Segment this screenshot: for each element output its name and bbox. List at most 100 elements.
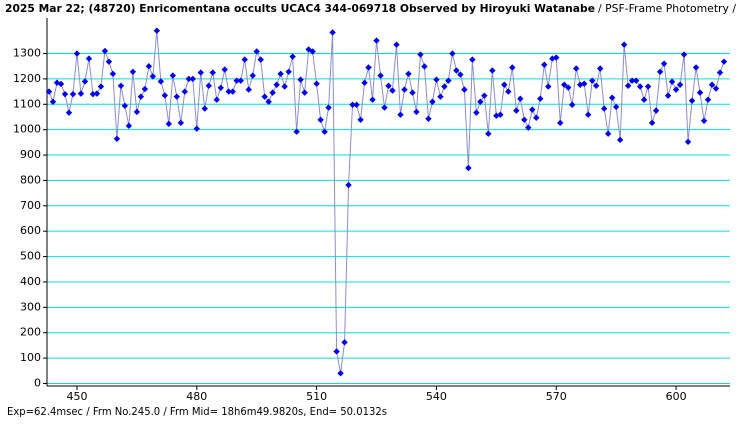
data-point — [501, 81, 508, 88]
data-point — [309, 48, 316, 55]
data-point — [656, 68, 664, 76]
data-point — [672, 86, 680, 93]
data-point — [389, 87, 396, 94]
data-point — [345, 181, 352, 189]
data-point — [708, 81, 716, 88]
data-point — [561, 81, 568, 88]
data-point — [209, 69, 216, 76]
data-point — [648, 119, 656, 127]
data-point — [337, 370, 344, 377]
data-point — [449, 50, 456, 57]
data-point — [317, 116, 324, 123]
data-point — [225, 88, 232, 95]
data-point — [433, 76, 440, 83]
data-point — [45, 88, 53, 95]
data-point — [640, 96, 648, 103]
data-point — [553, 54, 560, 61]
data-point — [361, 79, 368, 86]
data-point — [592, 82, 600, 89]
x-tick-label: 510 — [306, 390, 327, 403]
data-point — [321, 128, 328, 135]
data-point — [129, 68, 137, 76]
data-point — [704, 96, 712, 103]
data-point — [301, 89, 308, 96]
data-point — [153, 27, 161, 34]
data-point — [636, 83, 644, 90]
data-point — [664, 92, 672, 99]
data-point — [497, 111, 504, 118]
data-point — [249, 72, 256, 79]
data-point — [668, 78, 676, 85]
data-point — [608, 94, 616, 101]
data-point — [409, 89, 416, 96]
data-point — [652, 107, 660, 114]
data-point — [53, 79, 61, 86]
data-point — [417, 51, 424, 58]
data-point — [465, 164, 472, 172]
data-point — [237, 77, 244, 84]
data-point — [525, 124, 532, 131]
data-point — [233, 77, 240, 84]
data-point — [349, 101, 356, 108]
data-point — [325, 104, 332, 111]
method-label: / PSF-Frame Photometry / — [598, 2, 736, 15]
data-point — [445, 77, 452, 84]
data-point — [620, 41, 628, 48]
data-point — [680, 51, 688, 58]
data-point — [581, 80, 588, 87]
data-point — [173, 93, 181, 100]
data-point — [712, 85, 720, 92]
data-point — [692, 64, 700, 71]
data-point — [281, 83, 288, 90]
data-point — [457, 71, 464, 78]
data-point — [596, 65, 604, 72]
data-point — [277, 70, 284, 78]
data-point — [521, 116, 528, 123]
data-point — [117, 82, 125, 89]
data-point — [513, 107, 520, 114]
data-point — [557, 119, 564, 127]
data-point — [73, 50, 81, 57]
data-point — [185, 75, 192, 83]
data-point — [413, 108, 420, 116]
x-tick-label: 600 — [666, 390, 687, 403]
data-point — [169, 72, 177, 79]
data-point — [313, 80, 320, 87]
footer: Exp=62.4msec / Frm No.245.0 / Frm Mid= 1… — [7, 405, 387, 418]
data-point — [612, 103, 620, 111]
data-point — [425, 115, 432, 122]
data-point — [49, 98, 57, 105]
data-point — [720, 58, 728, 65]
data-point — [600, 105, 608, 112]
data-point — [469, 56, 476, 63]
data-point — [569, 101, 576, 108]
data-point — [489, 67, 496, 74]
data-point — [541, 61, 548, 68]
data-point — [125, 122, 133, 130]
y-tick-label: 0 — [34, 376, 41, 389]
data-point — [616, 136, 624, 144]
data-point — [505, 88, 512, 95]
y-tick-label: 800 — [20, 173, 41, 186]
data-point — [585, 111, 592, 118]
data-point — [533, 114, 540, 121]
y-tick-label: 1100 — [13, 97, 41, 110]
data-point — [369, 96, 376, 103]
data-point — [289, 53, 296, 60]
y-tick-label: 1300 — [13, 47, 41, 60]
data-point — [141, 85, 149, 93]
data-point — [485, 130, 492, 137]
data-point — [165, 120, 173, 128]
data-point — [229, 88, 236, 95]
data-point — [381, 104, 388, 111]
data-point — [405, 70, 412, 78]
y-tick-label: 300 — [20, 300, 41, 313]
data-point — [93, 90, 101, 97]
y-tick-label: 700 — [20, 199, 41, 212]
data-point — [137, 93, 145, 100]
data-point — [385, 82, 392, 89]
data-point — [333, 348, 340, 355]
data-point — [97, 83, 105, 90]
x-tick-label: 480 — [186, 390, 207, 403]
